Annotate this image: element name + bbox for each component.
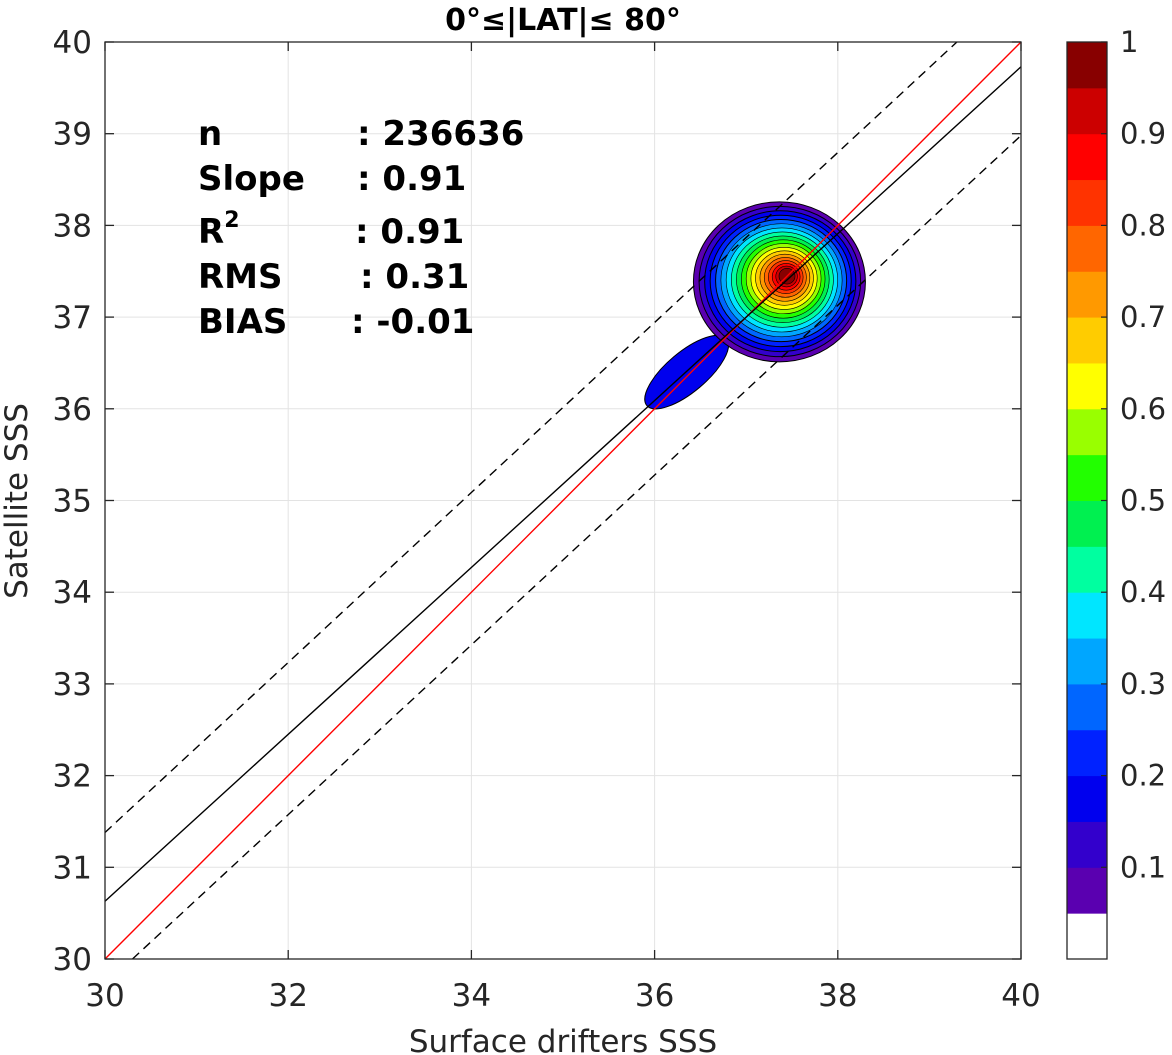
stat-r2-sup: 2 (224, 208, 239, 233)
colorbar-tick-label: 0.3 (1120, 667, 1166, 701)
colorbar-segment (1067, 729, 1107, 777)
colorbar-tick-label: 0.6 (1120, 392, 1166, 426)
colorbar-tick-label: 0.1 (1120, 850, 1166, 884)
colorbar-tick-label: 0.4 (1120, 575, 1166, 609)
y-tick-label: 31 (53, 850, 92, 886)
colorbar-tick-label: 0.2 (1120, 759, 1166, 793)
stats-box: n : 236636 Slope : 0.91 R2 : 0.91 RMS : … (198, 114, 524, 342)
x-axis-label: Surface drifters SSS (409, 1024, 717, 1055)
colorbar-segment (1067, 42, 1107, 89)
colorbar-segment (1067, 454, 1107, 501)
colorbar-tick-label: 1 (1120, 25, 1138, 59)
colorbar-segment (1067, 500, 1107, 547)
y-tick-label: 39 (53, 117, 92, 153)
colorbar-segment (1067, 638, 1107, 685)
y-tick-label: 34 (53, 575, 92, 611)
x-tick-label: 40 (1001, 978, 1040, 1014)
y-tick-label: 36 (53, 392, 92, 428)
stat-slope-label: Slope (198, 159, 305, 199)
colorbar-segment (1067, 362, 1107, 410)
stat-bias-label: BIAS (198, 302, 287, 342)
x-tick-label: 36 (635, 978, 674, 1014)
colorbar-segment (1067, 133, 1107, 181)
y-tick-label: 38 (53, 208, 92, 244)
y-tick-label: 40 (53, 25, 92, 61)
chart-title: 0°≤|LAT|≤ 80° (445, 3, 681, 38)
colorbar: 0.1 0.2 0.3 0.4 0.5 0.6 0.7 0.8 0.9 1 (1066, 25, 1166, 960)
colorbar-segment (1067, 271, 1107, 318)
y-tick-label: 35 (53, 484, 92, 520)
x-tick-label: 38 (818, 978, 857, 1014)
colorbar-tick-label: 0.5 (1120, 484, 1166, 518)
colorbar-segment (1067, 913, 1107, 960)
colorbar-segment (1067, 225, 1107, 272)
y-tick-label: 37 (53, 300, 92, 336)
line-identity (104, 41, 1022, 960)
density-blob-main (692, 201, 866, 363)
y-tick-label: 32 (53, 759, 92, 795)
regression-lines (104, 41, 1022, 960)
colorbar-segment (1067, 408, 1107, 456)
colorbar-tick-label: 0.9 (1120, 117, 1166, 151)
stat-rms-value: : 0.31 (360, 257, 469, 297)
line-fit-minus (132, 135, 1022, 960)
y-tick-label: 33 (53, 667, 92, 703)
colorbar-tick-label: 0.8 (1120, 208, 1166, 242)
stat-bias-value: : -0.01 (351, 302, 474, 342)
stat-n-value: : 236636 (357, 114, 524, 154)
colorbar-segment (1067, 317, 1107, 364)
y-axis-label: Satellite SSS (0, 403, 35, 599)
colorbar-segment (1067, 821, 1107, 868)
colorbar-segment (1067, 775, 1107, 822)
x-tick-label: 32 (268, 978, 307, 1014)
stat-r2-base: R (198, 212, 224, 252)
stat-r2-label: R2 (198, 208, 240, 252)
stat-rms-label: RMS (198, 257, 283, 297)
colorbar-segment (1067, 179, 1107, 226)
line-fit (104, 66, 1022, 902)
stat-r2-value: : 0.91 (355, 212, 464, 252)
colorbar-segment (1067, 87, 1107, 135)
stat-slope-value: : 0.91 (357, 159, 466, 199)
x-tick-label: 30 (85, 978, 124, 1014)
stat-n-label: n (198, 114, 222, 154)
colorbar-tick-label: 0.7 (1120, 300, 1166, 334)
axis-ticks: 30 32 34 36 38 40 30 31 32 33 34 35 36 37 38 39 40 (53, 25, 1041, 1014)
y-tick-label: 30 (53, 942, 92, 978)
colorbar-segment (1067, 592, 1107, 639)
colorbar-segment (1067, 867, 1107, 914)
line-fit-plus (104, 41, 958, 833)
x-tick-label: 34 (452, 978, 491, 1014)
colorbar-segment (1067, 546, 1107, 593)
colorbar-segment (1067, 683, 1107, 731)
